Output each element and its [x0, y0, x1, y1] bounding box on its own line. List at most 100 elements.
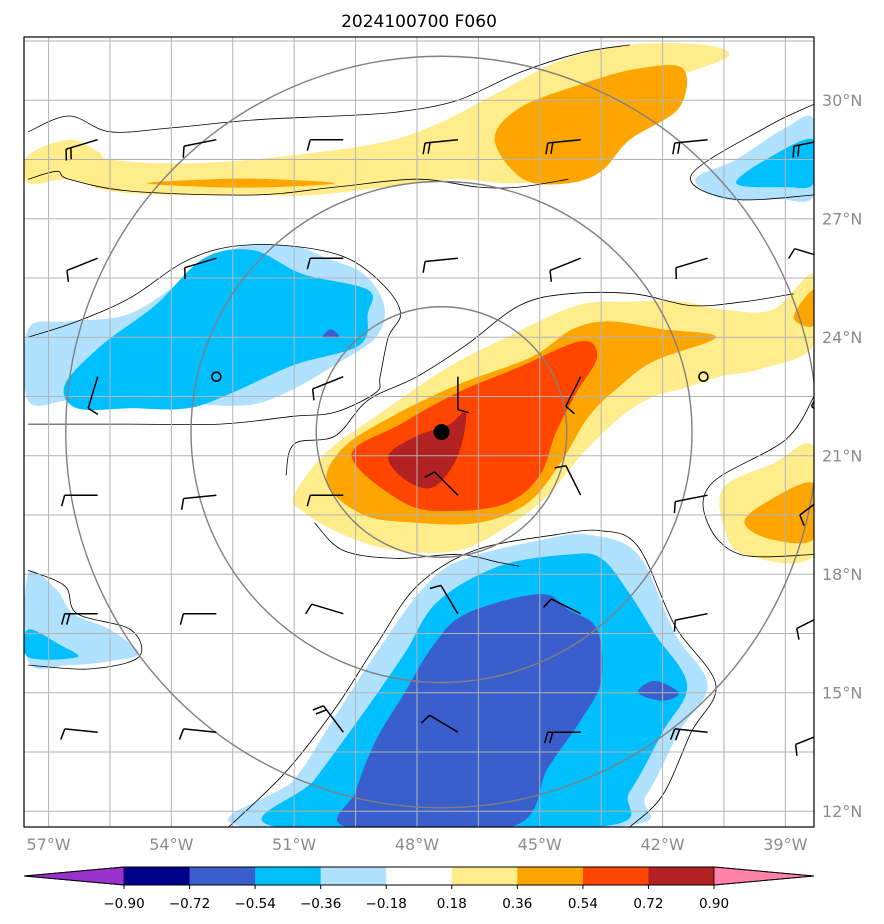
wind-barb-15: [311, 376, 344, 401]
wind-barb-9: [306, 257, 344, 270]
wind-barb-10: [422, 257, 458, 273]
lon-tick-label: 42°W: [640, 835, 684, 854]
shaded-region-14: [793, 289, 814, 327]
colorbar-segment-3: [320, 867, 387, 885]
wind-barb-32: [796, 619, 814, 640]
range-rings: [65, 55, 814, 809]
wind-barb-19: [60, 494, 98, 507]
colorbar-segment-7: [582, 867, 649, 885]
wind-barb-3: [422, 138, 458, 155]
colorbar-tick-label: −0.54: [234, 896, 275, 912]
range-ring-3: [65, 55, 814, 809]
wind-barb-14: [87, 376, 99, 415]
colorbar-segment-1: [189, 867, 256, 885]
wind-barb-16: [457, 376, 470, 414]
lat-tick-label: 30°N: [822, 91, 862, 110]
colorbar-tick-label: 0.54: [568, 896, 598, 912]
wind-barb-4: [545, 138, 581, 155]
colorbar-tick-label: −0.36: [300, 896, 341, 912]
shaded-region-13: [744, 482, 814, 544]
colorbar-tick-label: 0.18: [437, 896, 467, 912]
gridlines: [24, 37, 814, 827]
longitude-tick-labels: 57°W 54°W 51°W 48°W 45°W 42°W 39°W: [26, 835, 807, 854]
latitude-tick-labels: 12°N 15°N 18°N 21°N 24°N 27°N 30°N: [822, 91, 862, 821]
wind-barb-17: [565, 376, 582, 415]
wind-barb-5: [672, 138, 708, 155]
range-ring-1: [315, 306, 568, 558]
lon-tick-label: 48°W: [395, 835, 439, 854]
lat-tick-label: 27°N: [822, 210, 862, 229]
center-markers: [211, 371, 709, 440]
wind-barb-28: [304, 603, 344, 615]
colorbar-tick-label: −0.18: [366, 896, 407, 912]
wind-barb-25: [799, 503, 814, 526]
lat-tick-label: 15°N: [822, 684, 862, 703]
colorbar-segment-0: [124, 867, 191, 885]
shaded-region-16: [24, 629, 79, 660]
lon-tick-label: 54°W: [149, 835, 193, 854]
colorbar-segment-4: [386, 867, 453, 885]
wind-barb-8: [184, 257, 217, 280]
lat-tick-label: 18°N: [822, 565, 862, 584]
colorbar-segment-5: [451, 867, 518, 885]
colorbar-extend-high: [713, 866, 815, 886]
wind-barb-11: [549, 257, 581, 282]
wind-barb-27: [179, 612, 217, 625]
shaded-region-20: [637, 680, 680, 701]
storm-center-marker: [433, 424, 450, 440]
range-ring-2: [190, 180, 693, 684]
contour-line-7: [27, 569, 143, 670]
colorbar-tick-label: 0.90: [699, 896, 729, 912]
wind-barb-33: [60, 728, 98, 740]
wind-barb-24: [673, 494, 708, 514]
shaded-region-2: [494, 64, 688, 185]
wind-barb-29: [429, 584, 459, 615]
wind-barb-39: [794, 736, 814, 756]
chart-title: 2024100700 F060: [341, 12, 497, 32]
wind-barb-34: [178, 728, 217, 740]
shaded-region-6: [63, 249, 373, 411]
contour-lines: [27, 44, 814, 827]
map-frame: [23, 36, 815, 828]
shaded-region-7: [322, 329, 340, 339]
wind-barb-36: [420, 714, 459, 733]
contour-line-6: [702, 396, 814, 558]
lon-tick-label: 45°W: [518, 835, 562, 854]
colorbar: [23, 866, 815, 886]
shaded-region-19: [336, 593, 603, 827]
secondary-center-marker-1: [698, 371, 709, 383]
lat-tick-label: 12°N: [822, 802, 862, 821]
colorbar-segment-2: [255, 867, 322, 885]
colorbar-tick-label: −0.72: [169, 896, 210, 912]
colorbar-segment-6: [517, 867, 584, 885]
wind-barb-38: [669, 728, 708, 741]
contour-line-1: [27, 170, 569, 196]
colorbar-tick-label: −0.90: [103, 896, 144, 912]
colorbar-extend-low: [23, 866, 125, 886]
contour-line-2: [690, 103, 814, 201]
colorbar-tick-labels: −0.90 −0.72 −0.54 −0.36 −0.18 0.18 0.36 0.54 0.7…: [103, 885, 729, 912]
wind-barb-2: [306, 138, 344, 151]
wind-barb-13: [788, 247, 814, 259]
colorbar-segment-8: [648, 867, 715, 885]
wind-barb-12: [675, 257, 708, 280]
colorbar-tick-label: 0.36: [502, 896, 532, 912]
colorbar-tick-label: 0.72: [633, 896, 663, 912]
wind-barb-21: [306, 494, 344, 507]
wind-barb-7: [66, 257, 98, 282]
wind-barb-22: [424, 471, 459, 496]
lat-tick-label: 21°N: [822, 447, 862, 466]
contour-line-8: [228, 529, 717, 827]
wind-barb-20: [180, 494, 217, 510]
wind-barb-1: [182, 138, 217, 158]
wind-barbs: [60, 138, 814, 756]
wind-barb-30: [543, 598, 582, 615]
map-content: [24, 37, 814, 827]
lat-tick-label: 24°N: [822, 328, 862, 347]
wind-barb-23: [554, 464, 582, 496]
wind-barb-31: [673, 612, 708, 632]
lon-tick-label: 51°W: [272, 835, 316, 854]
contour-line-4: [285, 291, 794, 476]
shaded-region-1: [146, 178, 336, 188]
